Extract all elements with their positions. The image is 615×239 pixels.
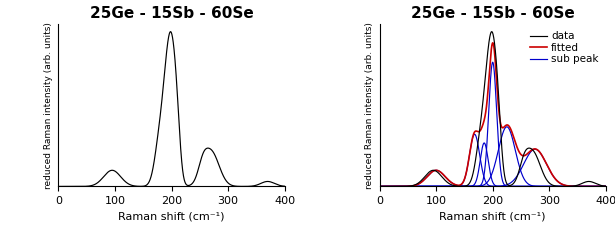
data [415,181,423,184]
sub peak [402,185,409,188]
fitted [472,130,480,132]
X-axis label: Raman shift (cm⁻¹): Raman shift (cm⁻¹) [440,212,546,222]
Title: 25Ge - 15Sb - 60Se: 25Ge - 15Sb - 60Se [90,6,253,21]
data [598,184,605,187]
Line: fitted: fitted [379,43,606,186]
data [602,185,609,188]
Legend: data, fitted, sub peak: data, fitted, sub peak [528,29,601,66]
sub peak [415,182,423,185]
sub peak [598,185,605,188]
Y-axis label: reduced Raman intensity (arb. units): reduced Raman intensity (arb. units) [365,22,374,189]
fitted [462,171,470,174]
data [462,184,470,187]
sub peak [432,169,440,172]
sub peak [573,185,581,188]
sub peak [602,185,609,188]
fitted [573,185,581,188]
sub peak [462,185,470,188]
fitted [598,185,605,188]
fitted [489,41,496,44]
sub peak [376,185,383,188]
fitted [415,182,423,185]
data [402,185,409,188]
Line: data: data [379,32,606,186]
data [376,185,383,188]
Y-axis label: reduced Raman intensity (arb. units): reduced Raman intensity (arb. units) [44,22,53,189]
Title: 25Ge - 15Sb - 60Se: 25Ge - 15Sb - 60Se [411,6,574,21]
fitted [602,185,609,188]
fitted [402,185,409,188]
fitted [376,185,383,188]
Line: sub peak: sub peak [379,170,606,186]
data [488,30,496,33]
X-axis label: Raman shift (cm⁻¹): Raman shift (cm⁻¹) [118,212,224,222]
data [573,184,581,187]
data [472,155,480,158]
sub peak [472,185,480,188]
